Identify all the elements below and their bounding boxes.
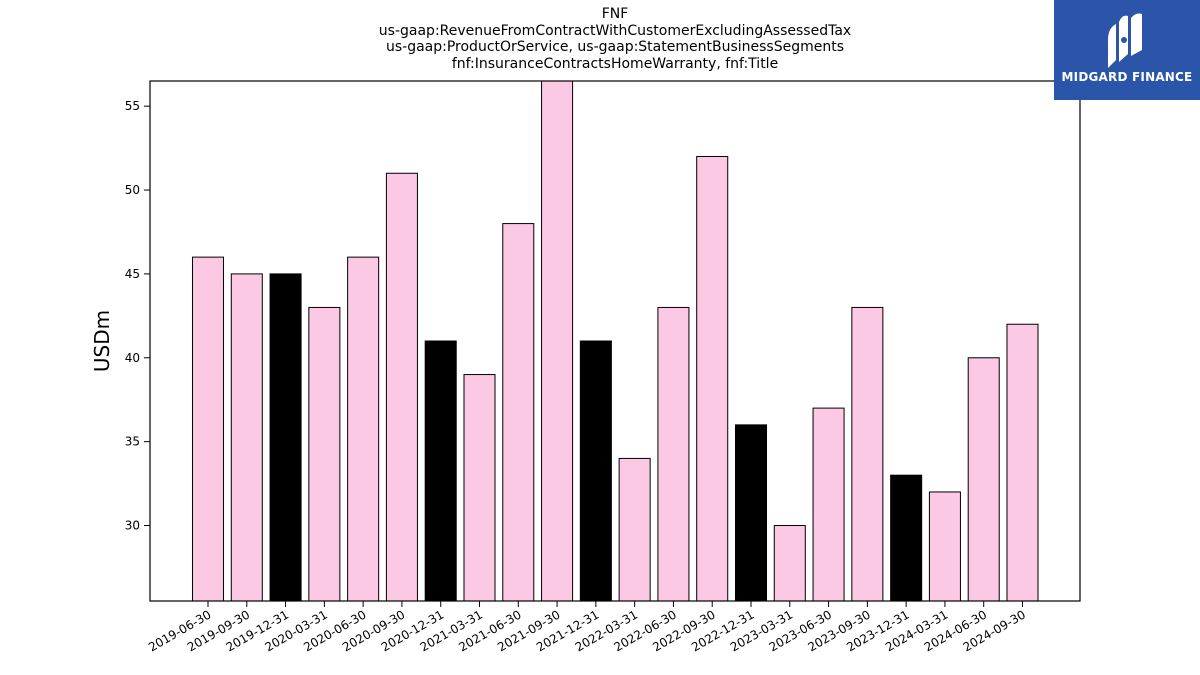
bar-2021-09-30 [541,80,574,602]
y-axis-label: USDm [90,310,114,372]
bar-2020-09-30 [385,172,418,602]
y-tick-label: 55 [125,99,140,113]
bar-2023-03-31 [773,525,806,602]
bar-2022-09-30 [696,155,729,602]
bar-2019-06-30 [191,256,225,602]
bar-2022-12-31 [734,424,768,602]
title-line-3: us-gaap:ProductOrService, us-gaap:Statem… [385,39,844,55]
chart-title: FNF us-gaap:RevenueFromContractWithCusto… [150,6,1080,72]
bar-2021-03-31 [463,374,496,602]
y-tick-label: 50 [125,183,140,197]
bar-2021-12-31 [579,340,612,602]
bar-2024-09-30 [1006,323,1039,602]
bars-group [191,80,1039,602]
title-line-1: FNF [601,6,629,22]
y-tick-label: 45 [125,267,140,281]
bar-2023-12-31 [890,474,923,602]
bar-2024-03-31 [928,491,961,602]
y-tick-label: 40 [125,351,140,365]
logo-text: MIDGARD FINANCE [1061,70,1193,84]
plot-frame [149,80,1081,602]
bar-2022-03-31 [618,457,651,602]
bar-2023-06-30 [812,407,845,602]
title-line-4: fnf:InsuranceContractsHomeWarranty, fnf:… [451,55,779,72]
bar-2022-06-30 [657,306,690,602]
bar-2019-09-30 [230,273,263,602]
bar-2019-12-31 [269,273,302,602]
bar-2023-09-30 [851,306,884,602]
bar-2020-06-30 [347,256,380,602]
y-tick-label: 30 [125,519,140,533]
midgard-logo-icon [1108,13,1142,68]
x-axis-ticks: 2019-06-302019-09-302019-12-312020-03-31… [146,601,1028,654]
title-line-2: us-gaap:RevenueFromContractWithCustomerE… [378,22,852,39]
bar-2021-06-30 [502,223,535,602]
bar-2020-03-31 [308,306,341,602]
y-tick-label: 35 [125,435,140,449]
brand-logo: MIDGARD FINANCE [1054,0,1200,100]
bar-2020-12-31 [424,340,457,602]
bar-2024-06-30 [967,357,1000,602]
y-axis-ticks: 30 35 40 45 50 55 [125,99,150,533]
